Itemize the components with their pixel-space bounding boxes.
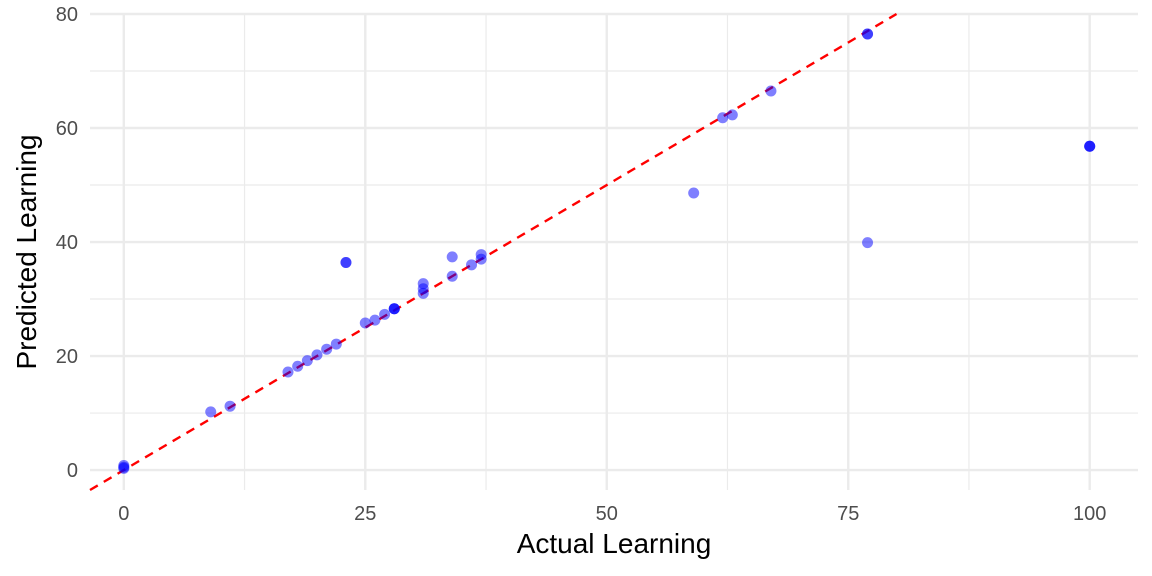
data-point	[340, 257, 352, 269]
x-tick-label: 25	[354, 503, 376, 525]
data-point	[311, 349, 323, 361]
x-tick-label: 75	[837, 503, 859, 525]
data-point	[726, 109, 738, 121]
data-point	[118, 462, 130, 474]
y-axis-ticks: 0 20 40 60 80	[56, 4, 78, 482]
data-point	[369, 314, 381, 326]
data-point	[282, 366, 294, 378]
reference-line	[89, 12, 898, 492]
data-point	[417, 278, 429, 290]
x-tick-label: 100	[1073, 503, 1106, 525]
y-tick-label: 80	[56, 4, 78, 26]
y-tick-label: 40	[56, 232, 78, 254]
data-point	[379, 308, 391, 320]
data-point	[330, 338, 342, 350]
data-point	[466, 259, 478, 271]
data-point	[292, 360, 304, 372]
data-point	[1084, 140, 1096, 152]
x-tick-label: 0	[118, 503, 129, 525]
data-point	[862, 237, 874, 249]
y-axis-title: Predicted Learning	[11, 134, 42, 369]
data-point	[205, 406, 217, 418]
data-point	[717, 112, 729, 124]
data-point	[765, 85, 777, 97]
grid-lines	[90, 12, 1138, 490]
x-axis-ticks: 0 25 50 75 100	[118, 503, 1106, 525]
y-tick-label: 0	[67, 460, 78, 482]
data-point	[388, 303, 400, 315]
reference-line-group	[89, 12, 898, 492]
x-tick-label: 50	[596, 503, 618, 525]
data-point	[301, 355, 313, 367]
data-point	[475, 249, 487, 261]
data-point	[321, 343, 333, 355]
y-tick-label: 20	[56, 346, 78, 368]
data-points	[118, 28, 1096, 474]
data-point	[862, 28, 874, 40]
data-point	[359, 317, 371, 329]
x-axis-title: Actual Learning	[517, 528, 712, 559]
data-point	[446, 251, 458, 263]
data-point	[446, 270, 458, 282]
y-tick-label: 60	[56, 118, 78, 140]
data-point	[224, 400, 236, 412]
data-point	[688, 187, 700, 199]
